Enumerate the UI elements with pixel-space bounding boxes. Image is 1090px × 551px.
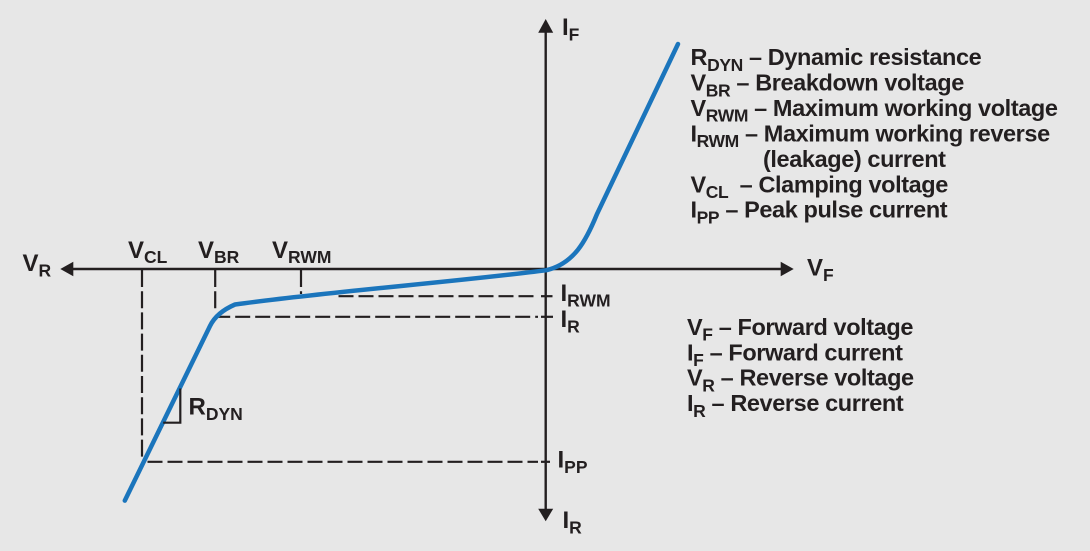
svg-text:IRWM – Maximum working reverse: IRWM – Maximum working reverse [691,120,1051,151]
svg-text:IR – Reverse current: IR – Reverse current [687,390,904,421]
svg-text:VF – Forward voltage: VF – Forward voltage [687,314,913,345]
svg-text:RDYN – Dynamic resistance: RDYN – Dynamic resistance [691,44,982,75]
svg-text:VBR – Breakdown voltage: VBR – Breakdown voltage [691,70,965,101]
svg-text:VRWM: VRWM [272,237,331,267]
svg-text:VRWM – Maximum working voltage: VRWM – Maximum working voltage [691,95,1058,126]
svg-text:VR – Reverse voltage: VR – Reverse voltage [687,365,914,396]
svg-text:(leakage) current: (leakage) current [763,146,946,172]
svg-text:RDYN: RDYN [189,394,243,425]
svg-text:VCL – Clamping voltage: VCL – Clamping voltage [691,171,949,202]
svg-text:VR: VR [23,250,52,281]
svg-text:IF – Forward current: IF – Forward current [687,339,903,370]
svg-text:IPP – Peak pulse current: IPP – Peak pulse current [691,197,948,228]
